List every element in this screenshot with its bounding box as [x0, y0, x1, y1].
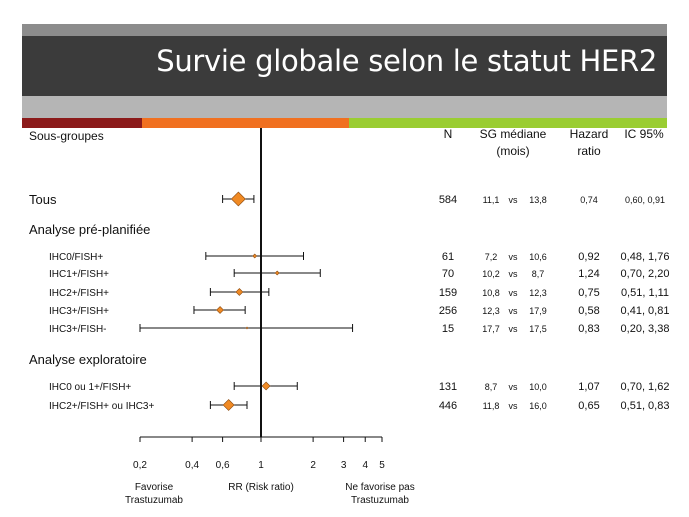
sg-control: 10,0: [529, 382, 547, 392]
x-tick-label: 1: [258, 460, 264, 471]
sg-control: 10,6: [529, 252, 547, 262]
sg-vs: vs: [509, 382, 519, 392]
hr-value: 0,75: [578, 287, 599, 299]
ci-value: 0,51, 0,83: [621, 400, 670, 412]
subgroup-label: IHC3+/FISH-: [49, 324, 107, 335]
n-value: 131: [439, 381, 457, 393]
hr-marker: [222, 399, 235, 411]
x-tick-label: 0,2: [133, 460, 147, 471]
x-tick-label: 5: [379, 460, 385, 471]
color-segment-red: [22, 118, 142, 128]
x-tick-label: 0,4: [185, 460, 199, 471]
sg-vs: vs: [509, 252, 519, 262]
color-bar: [22, 118, 667, 128]
slide-title: Survie globale selon le statut HER2: [156, 44, 657, 78]
sg-control: 17,9: [529, 306, 547, 316]
n-header: N: [444, 127, 453, 141]
hr-header-2: ratio: [577, 144, 601, 158]
color-segment-orange: [142, 118, 349, 128]
ci-value: 0,70, 1,62: [621, 381, 670, 393]
hr-marker: [245, 326, 249, 330]
sg-trastuzumab: 17,7: [482, 324, 500, 334]
n-value: 584: [439, 194, 457, 206]
hr-header-1: Hazard: [570, 127, 609, 141]
left-label-line1: Favorise: [135, 482, 174, 493]
hr-marker: [252, 253, 258, 259]
sg-trastuzumab: 10,8: [482, 288, 500, 298]
grey-band: [22, 96, 667, 118]
hr-value: 0,58: [578, 305, 599, 317]
section-title: Analyse exploratoire: [29, 352, 147, 367]
x-tick-label: 4: [362, 460, 368, 471]
ci-value: 0,48, 1,76: [621, 251, 670, 263]
right-label-line2: Trastuzumab: [351, 495, 409, 506]
sg-trastuzumab: 10,2: [482, 269, 500, 279]
hr-value: 0,74: [580, 195, 598, 205]
section-title: Tous: [29, 192, 57, 207]
ci-header: IC 95%: [624, 127, 664, 141]
subgroup-label: IHC2+/FISH+ ou IHC3+: [49, 401, 154, 412]
sg-vs: vs: [509, 269, 519, 279]
ci-value: 0,51, 1,11: [621, 287, 669, 299]
ci-value: 0,41, 0,81: [621, 305, 670, 317]
right-label-line1: Ne favorise pas: [345, 482, 414, 493]
hr-value: 1,07: [578, 381, 599, 393]
sg-trastuzumab: 12,3: [482, 306, 500, 316]
ci-value: 0,20, 3,38: [621, 323, 670, 335]
n-value: 70: [442, 268, 454, 280]
subgroup-label: IHC1+/FISH+: [49, 269, 109, 280]
title-bar: Survie globale selon le statut HER2: [22, 36, 667, 96]
section-title: Analyse pré-planifiée: [29, 222, 150, 237]
subgroup-label: IHC0/FISH+: [49, 252, 103, 263]
sg-vs: vs: [509, 306, 519, 316]
x-tick-label: 2: [310, 460, 316, 471]
hr-marker: [274, 270, 280, 276]
top-band: [22, 24, 667, 36]
sg-control: 12,3: [529, 288, 547, 298]
sg-control: 16,0: [529, 401, 547, 411]
sg-header: SG médiane: [480, 127, 547, 141]
n-value: 446: [439, 400, 457, 412]
subgroup-label: IHC2+/FISH+: [49, 288, 109, 299]
n-value: 15: [442, 323, 454, 335]
sg-trastuzumab: 11,1: [483, 195, 500, 205]
sg-control: 13,8: [529, 195, 547, 205]
sg-trastuzumab: 8,7: [485, 382, 498, 392]
hr-value: 0,83: [578, 323, 599, 335]
subgroups-header: Sous-groupes: [29, 129, 104, 143]
hr-marker: [216, 306, 224, 314]
n-value: 256: [439, 305, 457, 317]
hr-value: 1,24: [578, 268, 599, 280]
sg-trastuzumab: 11,8: [483, 401, 500, 411]
sg-unit-header: (mois): [496, 144, 529, 158]
color-segment-green: [349, 118, 667, 128]
subgroup-label: IHC3+/FISH+: [49, 306, 109, 317]
left-label-line2: Trastuzumab: [125, 495, 183, 506]
sg-vs: vs: [509, 195, 519, 205]
sg-control: 17,5: [529, 324, 547, 334]
n-value: 61: [442, 251, 454, 263]
x-tick-label: 0,6: [216, 460, 230, 471]
hr-value: 0,92: [578, 251, 599, 263]
sg-vs: vs: [509, 401, 519, 411]
n-value: 159: [439, 287, 457, 299]
sg-trastuzumab: 7,2: [485, 252, 498, 262]
ci-value: 0,60, 0,91: [625, 195, 665, 205]
hr-value: 0,65: [578, 400, 599, 412]
sg-control: 8,7: [532, 269, 545, 279]
hr-marker: [230, 191, 246, 207]
ci-value: 0,70, 2,20: [621, 268, 670, 280]
sg-vs: vs: [509, 288, 519, 298]
x-tick-label: 3: [341, 460, 347, 471]
x-axis-label: RR (Risk ratio): [228, 482, 294, 493]
hr-marker: [235, 288, 244, 296]
hr-marker: [261, 381, 271, 391]
subgroup-label: IHC0 ou 1+/FISH+: [49, 382, 131, 393]
sg-vs: vs: [509, 324, 519, 334]
